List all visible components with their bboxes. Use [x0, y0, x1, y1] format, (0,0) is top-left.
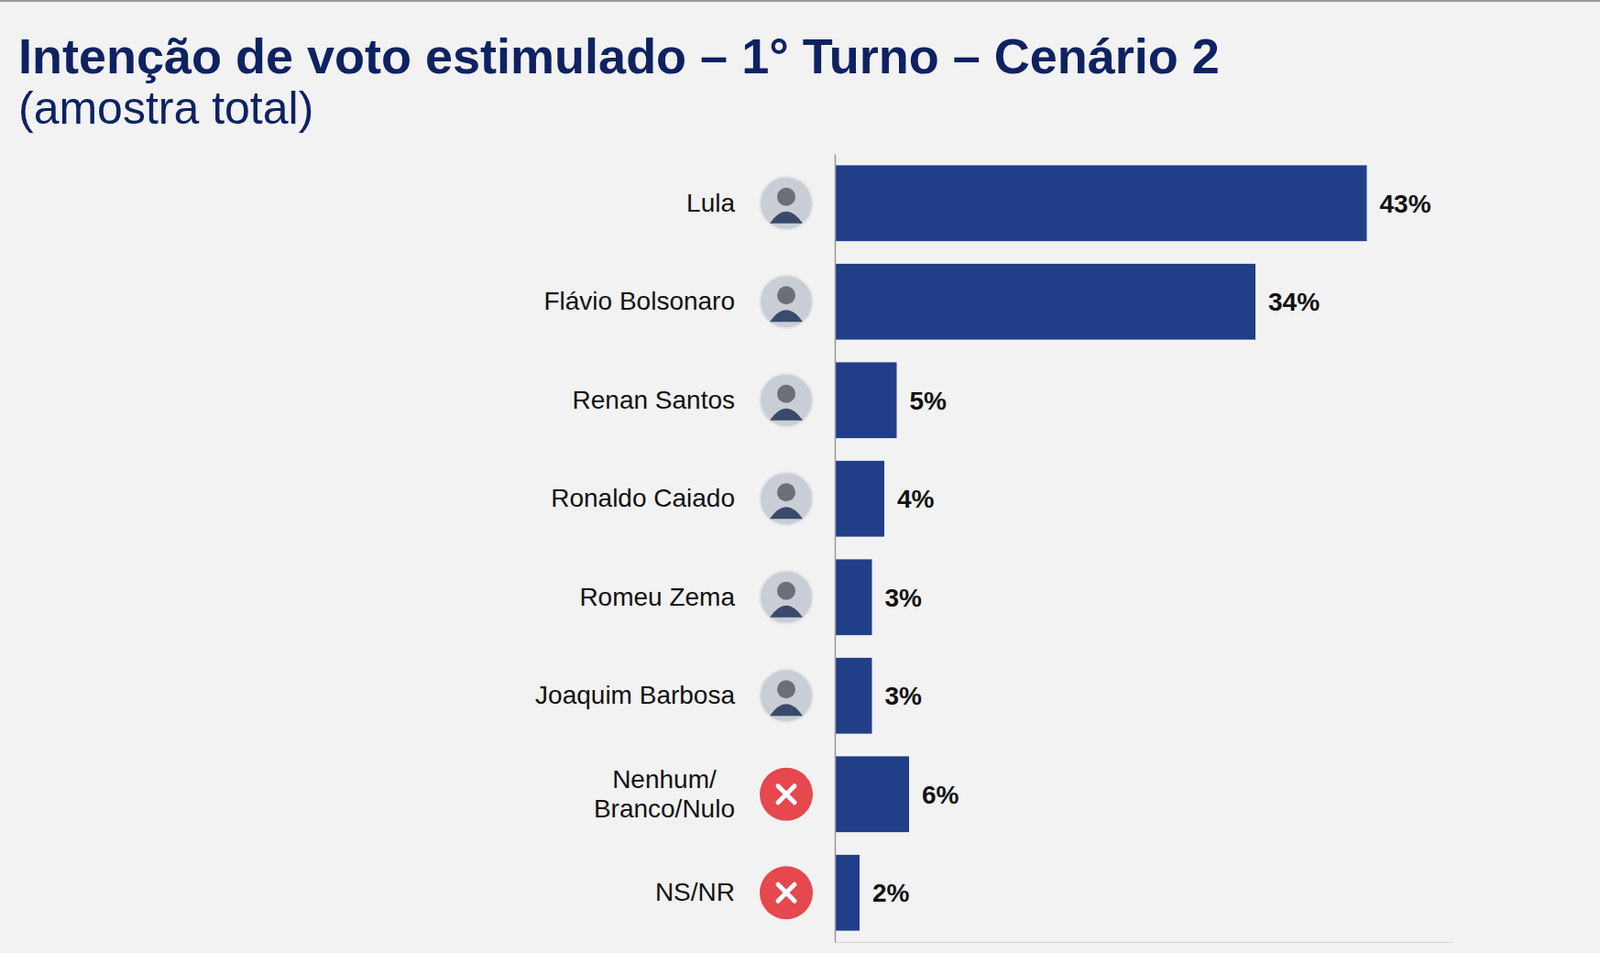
bar: [834, 164, 1368, 242]
icon-head: [777, 187, 796, 207]
data-label: 3%: [885, 583, 923, 613]
icon-x: [778, 786, 795, 803]
icon-body: [769, 605, 803, 618]
bar: [834, 657, 873, 735]
icon-body: [769, 309, 803, 322]
tick-label: Ronaldo Caiado: [550, 483, 735, 513]
x-axis: [835, 942, 1455, 943]
icon-head: [777, 384, 796, 404]
bar: [834, 756, 910, 833]
icon-circle: [759, 373, 813, 428]
tick: Nenhum/Branco/Nulo: [593, 765, 835, 823]
icon: [759, 865, 813, 920]
icon-head: [777, 482, 796, 502]
subtitle: (amostra total): [18, 82, 314, 134]
top-rule: [0, 0, 1600, 2]
icon-circle: [759, 767, 813, 822]
bar: [834, 558, 873, 636]
icon-head: [777, 679, 796, 699]
tick-label: Lula: [686, 188, 735, 218]
icon-body: [769, 211, 803, 224]
tick-label: Joaquim Barbosa: [535, 680, 735, 710]
bars: [834, 164, 1368, 931]
icon: [759, 767, 813, 822]
icon: [759, 668, 813, 723]
bar: [834, 854, 860, 932]
x-axis-line: [835, 942, 1455, 943]
bar: [834, 263, 1256, 340]
data-label: 43%: [1380, 189, 1432, 219]
tick-label: Renan Santos: [572, 385, 735, 415]
tick-label: Romeu Zema: [579, 582, 735, 612]
data-labels: 43% 34% 5% 4% 3% 3% 6% 2%: [872, 189, 1432, 909]
icon-circle: [759, 570, 813, 625]
chart: Intenção de voto estimulado – 1° Turno –…: [0, 0, 1600, 953]
icon: [759, 570, 813, 625]
icon-body: [769, 703, 803, 716]
tick-label: Flávio Bolsonaro: [543, 286, 735, 316]
icon-head: [777, 285, 796, 305]
icon-body: [769, 506, 803, 519]
icon-circle: [759, 274, 813, 329]
tick-label: NS/NR: [655, 877, 735, 907]
icons: [759, 176, 813, 921]
icon: [759, 274, 813, 329]
icon-body: [769, 408, 803, 421]
data-label: 2%: [872, 878, 910, 908]
data-label: 3%: [885, 681, 923, 711]
data-label: 34%: [1268, 287, 1320, 317]
data-label: 4%: [897, 484, 935, 514]
y-axis-line: [834, 154, 837, 943]
icon-circle: [759, 865, 813, 920]
y-axis: Lula Flávio Bolsonaro Renan Santos Ronaldo …: [535, 154, 835, 943]
icon-x: [778, 884, 795, 901]
tick-label: Nenhum/Branco/Nulo: [593, 765, 735, 823]
icon-circle: [759, 668, 813, 723]
icon-circle: [759, 176, 813, 231]
icon: [759, 373, 813, 428]
icon: [759, 176, 813, 231]
data-label: 6%: [921, 780, 960, 810]
bar: [834, 361, 898, 439]
icon: [759, 471, 813, 526]
icon-circle: [759, 471, 813, 526]
title: Intenção de voto estimulado – 1° Turno –…: [18, 28, 1220, 84]
icon-head: [777, 581, 796, 601]
data-label: 5%: [909, 386, 948, 416]
bar: [834, 460, 885, 537]
